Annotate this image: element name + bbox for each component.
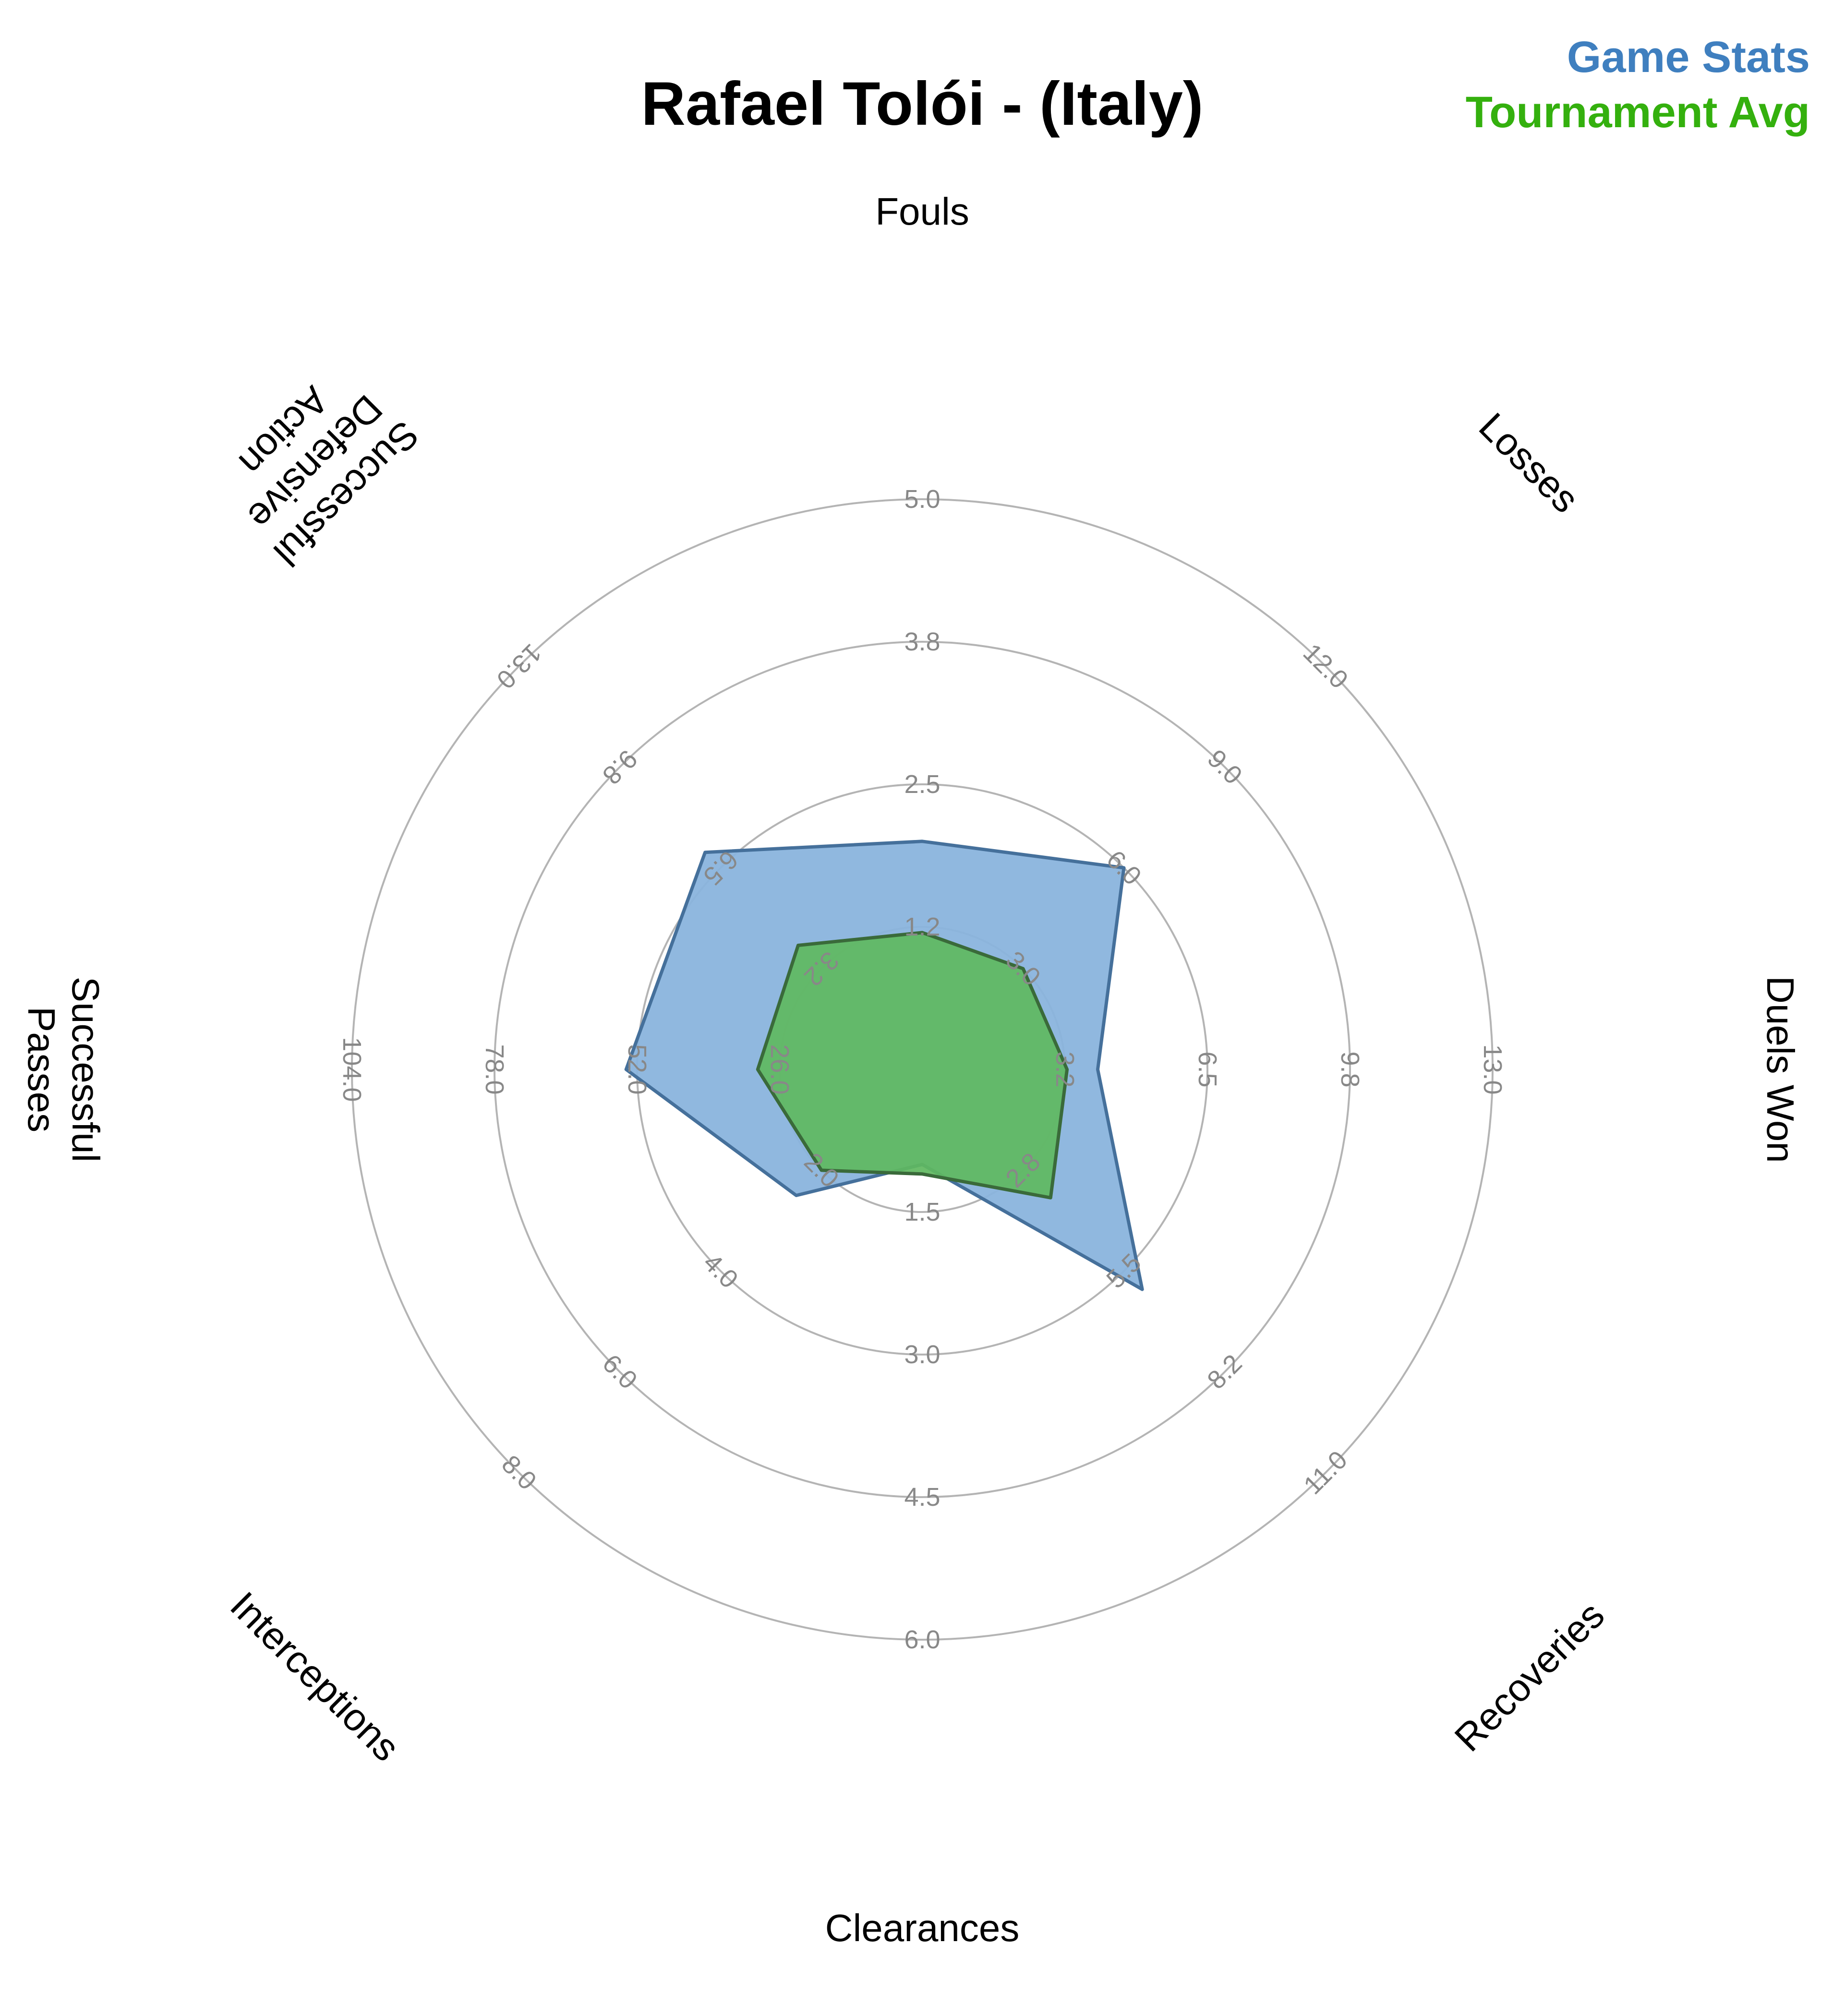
series-tournament-avg-area bbox=[756, 931, 1069, 1200]
grid-ring bbox=[351, 498, 1494, 1641]
grid-rings bbox=[351, 498, 1494, 1641]
tick-label: 26.0 bbox=[765, 1044, 794, 1094]
tick-label: 6.5 bbox=[1193, 1051, 1222, 1087]
axis-label-fouls: Fouls bbox=[875, 190, 969, 233]
legend-game-stats: Game Stats bbox=[1567, 33, 1810, 82]
axis-label-duels-won: Duels Won bbox=[1759, 976, 1802, 1163]
tick-label: 9.8 bbox=[1336, 1051, 1364, 1087]
tick-label: 3.8 bbox=[904, 627, 940, 656]
chart-title: Rafael Tolói - (Italy) bbox=[641, 70, 1203, 138]
axis-label-successful-passes: SuccessfulPasses bbox=[20, 977, 107, 1163]
tick-label: 1.2 bbox=[904, 912, 940, 941]
grid-ring bbox=[494, 641, 1351, 1498]
tick-label: 4.5 bbox=[904, 1483, 940, 1512]
tick-label: 3.2 bbox=[1050, 1051, 1079, 1087]
tick-label: 1.5 bbox=[904, 1198, 940, 1226]
axis-label-losses: Losses bbox=[1471, 405, 1587, 521]
series-layer bbox=[624, 840, 1144, 1291]
axis-label-clearances: Clearances bbox=[825, 1907, 1020, 1949]
tick-label: 5.0 bbox=[904, 485, 940, 514]
axis-label-successful-defensive-action: SuccessfulDefensiveAction bbox=[203, 350, 427, 575]
tick-label: 78.0 bbox=[480, 1044, 509, 1094]
tick-label: 2.5 bbox=[904, 770, 940, 799]
legend-tournament-avg: Tournament Avg bbox=[1466, 88, 1810, 137]
tick-label: 13.0 bbox=[1478, 1044, 1507, 1094]
tick-label: 3.0 bbox=[904, 1340, 940, 1369]
axis-label-recoveries: Recoveries bbox=[1447, 1594, 1613, 1760]
tick-label: 104.0 bbox=[338, 1037, 366, 1102]
tick-label: 52.0 bbox=[623, 1044, 651, 1094]
tick-label: 6.0 bbox=[904, 1625, 940, 1654]
axis-label-interceptions: Interceptions bbox=[222, 1584, 408, 1769]
